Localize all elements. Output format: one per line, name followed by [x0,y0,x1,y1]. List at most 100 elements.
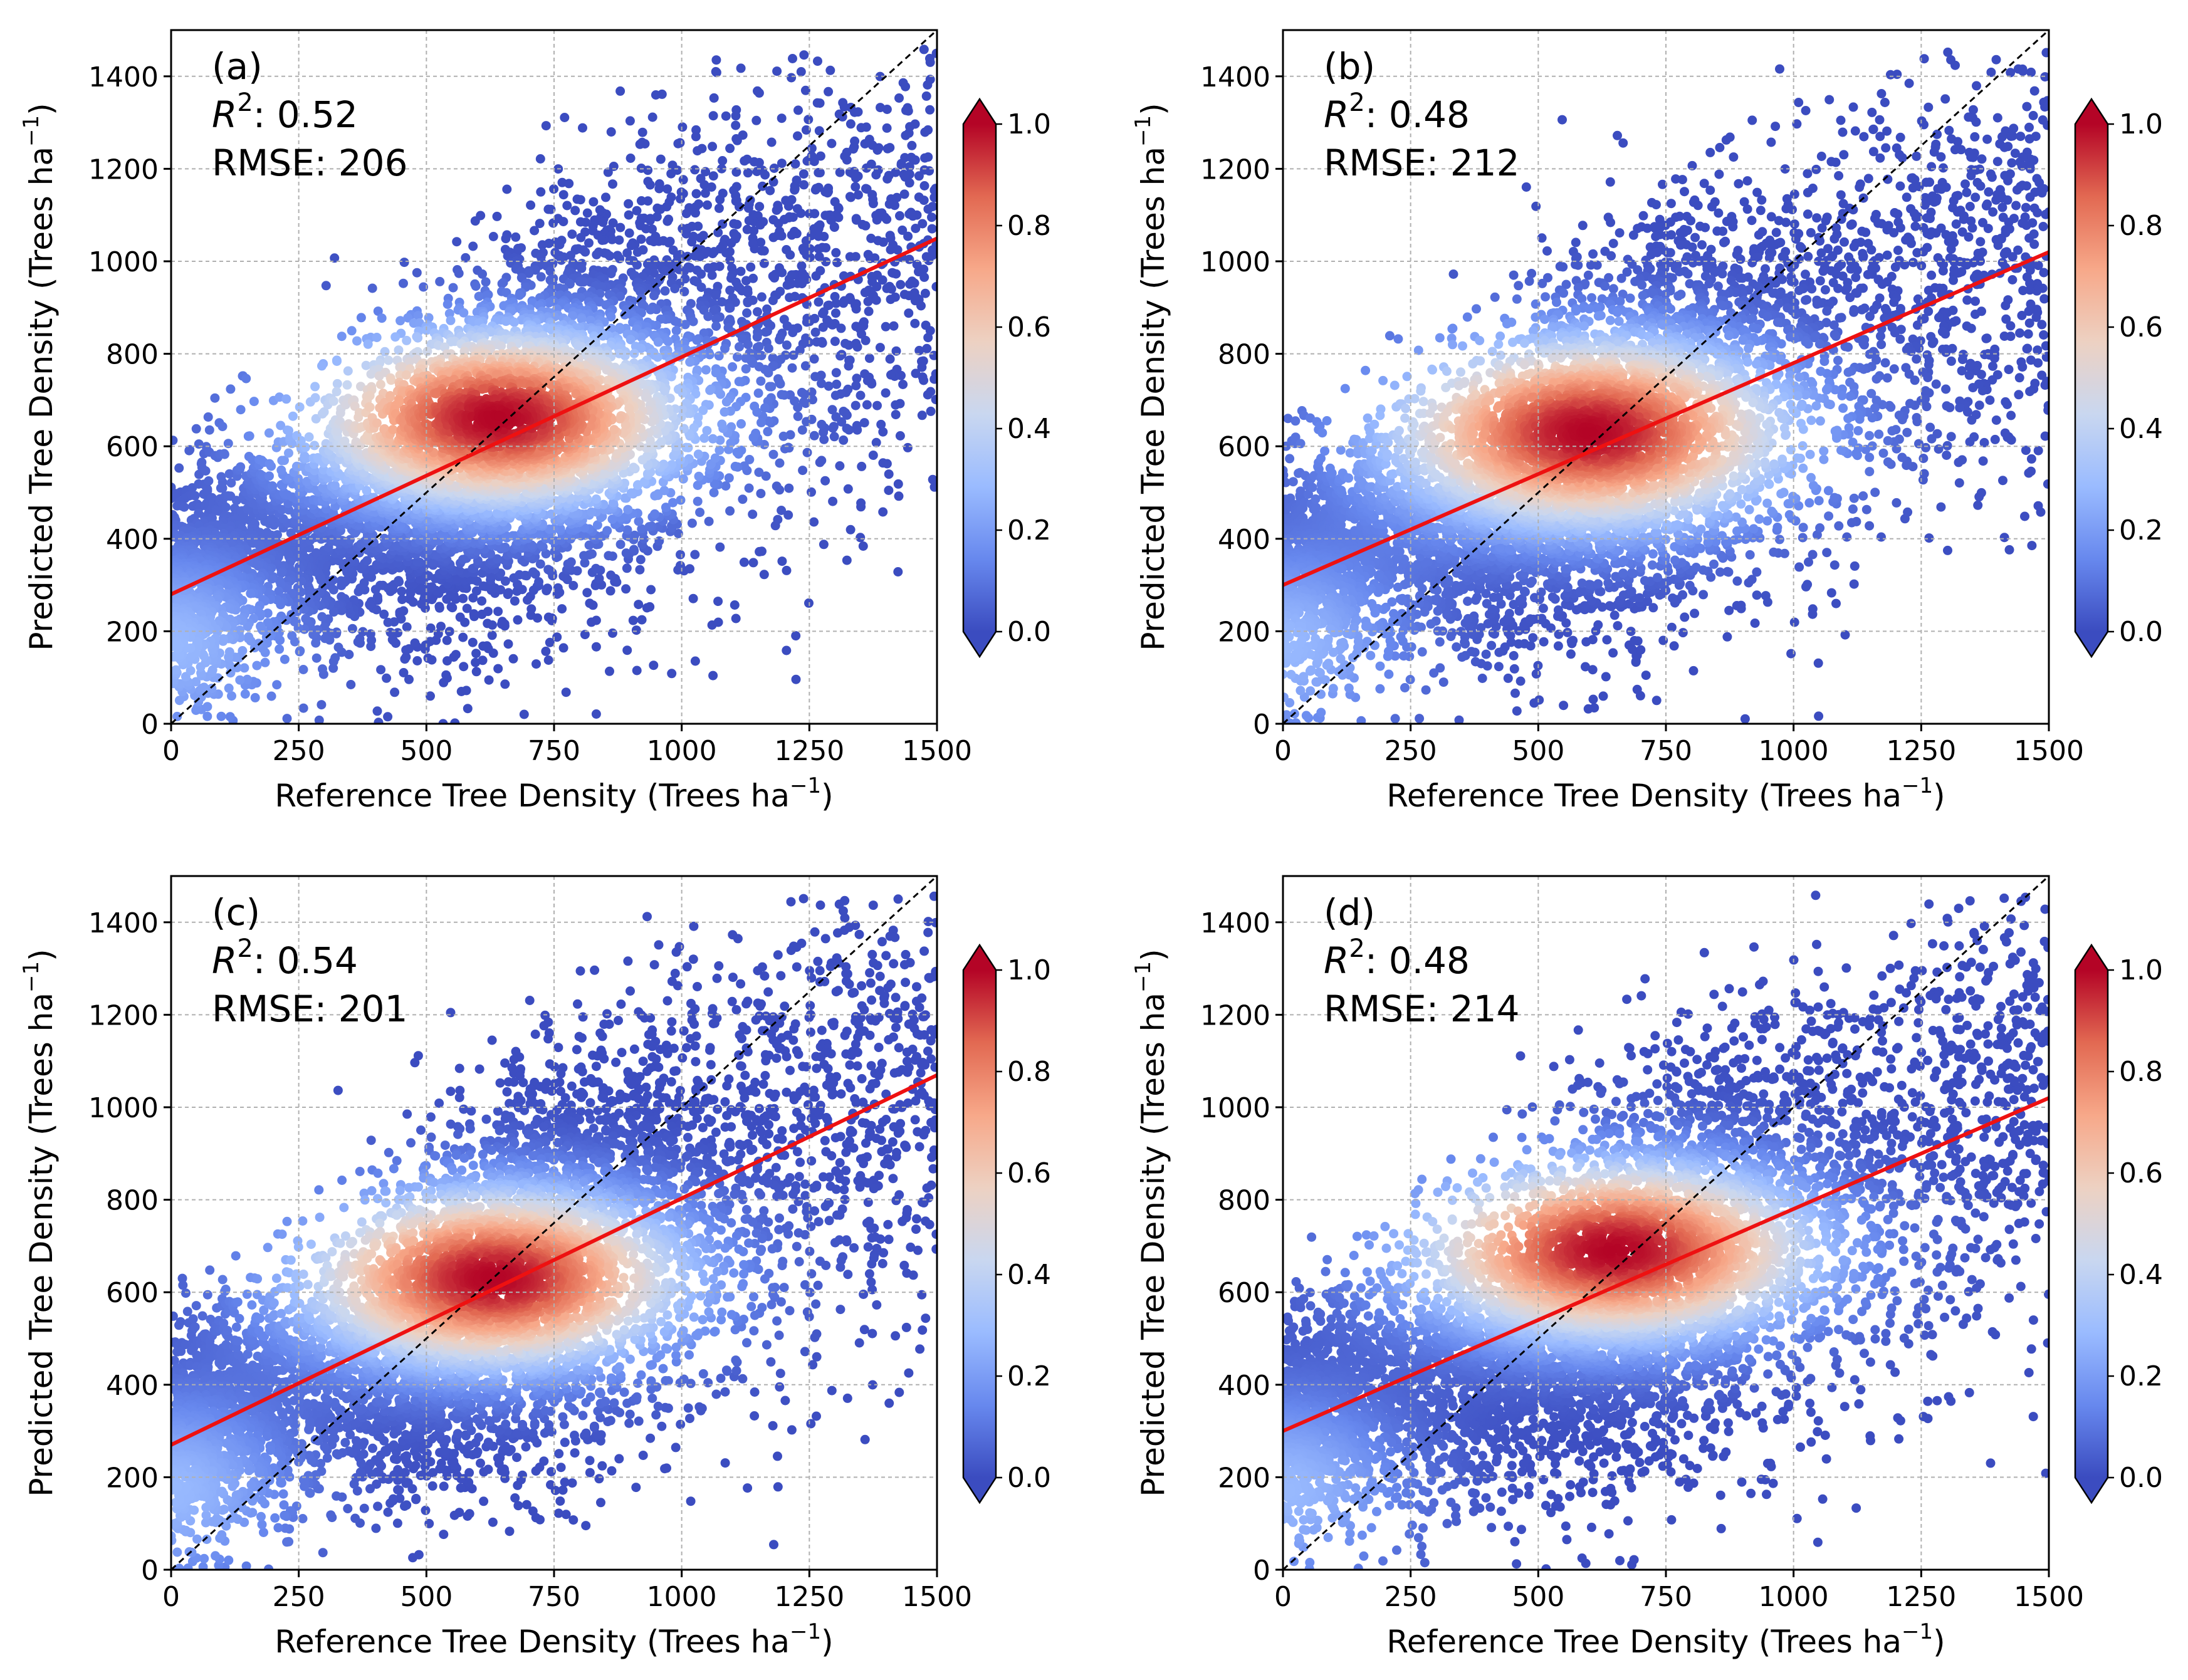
scatter-point [240,689,250,699]
scatter-point [513,615,523,625]
scatter-point [606,127,616,137]
scatter-point [824,86,834,97]
scatter-point [244,431,254,441]
scatter-point [679,424,689,434]
scatter-point [797,261,807,271]
scatter-point [871,437,881,447]
scatter-point [927,224,937,234]
scatter-point [886,244,896,254]
scatter-point [358,627,368,637]
scatter-point [831,412,841,422]
scatter-point [911,224,921,233]
scatter-point [662,216,673,226]
scatter-point [714,351,724,361]
scatter-point [745,454,755,464]
scatter-point [558,190,568,200]
scatter-point [681,442,691,452]
scatter-point [210,393,220,403]
scatter-point [353,587,364,597]
scatter-point [894,491,904,501]
scatter-point [875,343,885,353]
scatter-point [526,604,537,614]
scatter-point [280,654,290,664]
scatter-point [452,237,462,247]
scatter-point [773,219,783,229]
scatter-point [777,556,787,566]
scatter-point [651,90,661,100]
scatter-point [796,67,806,76]
scatter-point [810,327,820,337]
scatter-point [580,247,590,257]
scatter-point [690,251,700,261]
scatter-point [704,516,714,526]
scatter-point [702,425,712,436]
scatter-point [931,395,937,405]
scatter-point [643,165,653,175]
scatter-point [791,674,801,684]
scatter-point [864,353,874,363]
scatter-point [604,551,614,561]
scatter-point [602,526,612,536]
scatter-point [860,288,870,298]
scatter-point [282,714,292,724]
scatter-point [575,217,585,227]
scatter-point [895,431,905,441]
scatter-point [500,576,510,586]
scatter-point [701,365,711,375]
scatter-point [632,206,642,216]
scatter-point [718,156,728,165]
scatter-point [641,224,651,234]
scatter-point [344,650,354,659]
scatter-point [910,318,920,328]
scatter-point [825,65,835,75]
scatter-point [503,588,513,598]
scatter-point [929,374,937,384]
scatter-point [725,285,735,295]
scatter-point [923,80,933,90]
scatter-point [535,559,545,569]
scatter-point [456,687,466,696]
scatter-point [752,332,762,342]
scatter-point [919,181,929,190]
scatter-point [310,393,320,403]
scatter-point [578,123,587,133]
scatter-point [813,56,822,66]
scatter-point [731,167,741,177]
scatter-point [814,244,824,254]
scatter-point [478,641,488,651]
scatter-point [471,657,481,667]
scatter-point [862,400,872,410]
scatter-point [320,634,330,644]
scatter-point [928,474,937,484]
scatter-point [868,451,878,460]
scatter-point [454,565,464,575]
scatter-point [725,143,735,154]
scatter-point [221,503,231,512]
scatter-point [725,506,735,516]
scatter-point [754,467,764,477]
scatter-point [860,139,870,149]
scatter-point [575,195,585,205]
scatter-point [895,211,904,221]
scatter-point [752,167,762,177]
scatter-point [798,466,808,476]
scatter-point [729,219,739,229]
scatter-point [859,418,869,428]
scatter-point [503,639,513,649]
scatter-point [809,354,819,364]
scatter-point [438,719,448,724]
scatter-point [748,432,758,442]
scatter-point [458,593,468,603]
scatter-point [863,296,873,306]
scatter-point [524,268,534,278]
scatter-point [741,353,751,363]
scatter-point [720,343,730,353]
scatter-point [777,113,787,123]
scatter-point [266,691,276,701]
scatter-point [260,657,270,667]
scatter-point [760,403,770,413]
scatter-point [329,607,338,617]
scatter-point [886,370,896,380]
scatter-point [399,278,408,288]
scatter-point [919,196,929,206]
